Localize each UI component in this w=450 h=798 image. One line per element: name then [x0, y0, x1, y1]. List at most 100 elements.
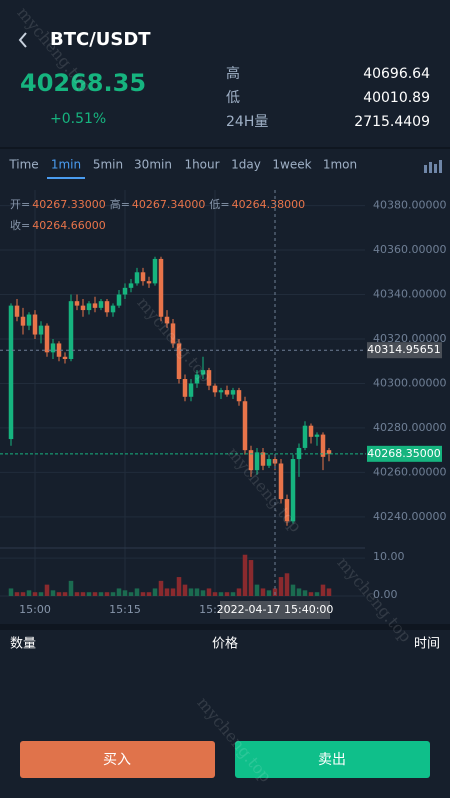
- volume-bar: [116, 588, 122, 596]
- y-tick-label: 40340.00000: [373, 288, 446, 301]
- indicator-icon[interactable]: [424, 160, 442, 173]
- candle-body: [98, 301, 104, 308]
- candle-body: [158, 258, 164, 317]
- candle-body: [248, 450, 254, 471]
- volume-tick-label: 0.00: [373, 588, 398, 601]
- last-price-tag: [367, 445, 442, 462]
- volume-bar: [164, 588, 170, 596]
- volume-bar: [278, 577, 284, 596]
- candle-body: [182, 379, 188, 397]
- volume-bar: [56, 592, 62, 596]
- ohlc-label: 开=: [10, 198, 30, 211]
- buy-button[interactable]: [20, 741, 215, 778]
- timeframe-tab[interactable]: Time: [8, 158, 38, 172]
- candle-body: [290, 459, 296, 522]
- y-tick-label: 40320.00000: [373, 332, 446, 345]
- candle-body: [320, 434, 326, 457]
- y-tick-label: 40380.00000: [373, 199, 446, 212]
- candle-body: [50, 343, 56, 353]
- candle-body: [218, 390, 224, 393]
- ohlc-value: 40264.66000: [32, 219, 105, 232]
- candle-body: [170, 323, 176, 344]
- timeframe-tab[interactable]: 1min: [51, 158, 81, 172]
- y-tick-label: 40360.00000: [373, 243, 446, 256]
- volume-bar: [308, 592, 314, 596]
- volume-bar: [206, 588, 212, 596]
- volume-bar: [26, 590, 32, 596]
- volume-bar: [254, 584, 260, 596]
- candle-body: [56, 343, 62, 357]
- volume-bar: [50, 590, 56, 596]
- volume-bar: [14, 592, 20, 596]
- volume-bar: [212, 592, 218, 596]
- ohlc-label: 低=: [209, 198, 229, 211]
- candle-body: [38, 325, 44, 335]
- last-price-label: 40268.35000: [367, 447, 440, 460]
- sell-label: 卖出: [318, 752, 346, 768]
- timeframe-tab[interactable]: 5min: [93, 158, 123, 172]
- volume-bar: [224, 592, 230, 596]
- column-header: 时间: [414, 637, 440, 652]
- candle-body: [236, 390, 242, 402]
- volume-bar: [296, 588, 302, 596]
- candle-body: [74, 301, 80, 306]
- candle-body: [302, 425, 308, 448]
- candle-body: [20, 316, 26, 326]
- volume-bar: [38, 592, 44, 596]
- stat-label: 低: [226, 90, 240, 106]
- volume-bar: [182, 584, 188, 596]
- volume-bar: [314, 592, 320, 596]
- volume-bar: [260, 588, 266, 596]
- candle-body: [86, 303, 92, 311]
- candle-body: [242, 401, 248, 451]
- candle-body: [254, 452, 260, 471]
- y-tick-label: 40260.00000: [373, 465, 446, 478]
- volume-bar: [134, 588, 140, 596]
- volume-bar: [200, 590, 206, 596]
- ohlc-value: 40267.34000: [132, 198, 205, 211]
- volume-bar: [152, 588, 158, 596]
- candle-body: [128, 283, 134, 288]
- candle-body: [194, 374, 200, 384]
- volume-bar: [158, 580, 164, 596]
- sell-button[interactable]: [235, 741, 430, 778]
- candle-body: [14, 305, 20, 317]
- stat-label: 24H量: [226, 114, 268, 130]
- volume-bar: [194, 588, 200, 596]
- y-tick-label: 40300.00000: [373, 376, 446, 389]
- candle-body: [140, 272, 146, 282]
- volume-bar: [74, 592, 80, 596]
- volume-bar: [86, 592, 92, 596]
- volume-bar: [8, 588, 14, 596]
- back-button[interactable]: [18, 32, 27, 48]
- timeframe-tab[interactable]: 1hour: [184, 158, 219, 172]
- volume-bar: [104, 592, 110, 596]
- candle-body: [104, 301, 110, 313]
- crosshair-price-label: 40314.95651: [367, 343, 440, 356]
- timeframe-tab[interactable]: 1day: [231, 158, 261, 172]
- candle-body: [116, 294, 122, 306]
- stat-value: 2715.4409: [354, 114, 430, 130]
- candle-body: [110, 305, 116, 313]
- active-tab-underline: [47, 177, 85, 179]
- candle-body: [152, 258, 158, 284]
- candle-body: [260, 452, 266, 466]
- timeframe-tab[interactable]: 1week: [272, 158, 311, 172]
- volume-bar: [290, 584, 296, 596]
- candle-body: [122, 287, 128, 295]
- timeframe-tab[interactable]: 1mon: [323, 158, 357, 172]
- y-tick-label: 40280.00000: [373, 421, 446, 434]
- pair-title: BTC/USDT: [50, 29, 151, 50]
- volume-bar: [248, 560, 254, 596]
- candle-body: [314, 434, 320, 437]
- timeframe-tab[interactable]: 30min: [134, 158, 172, 172]
- candle-body: [266, 459, 272, 466]
- candle-body: [326, 450, 332, 454]
- candle-body: [230, 390, 236, 395]
- column-header: 价格: [212, 636, 238, 652]
- volume-bar: [326, 588, 332, 596]
- volume-bar: [236, 588, 242, 596]
- volume-bar: [128, 592, 134, 596]
- x-tick-label: 15:15: [109, 603, 141, 616]
